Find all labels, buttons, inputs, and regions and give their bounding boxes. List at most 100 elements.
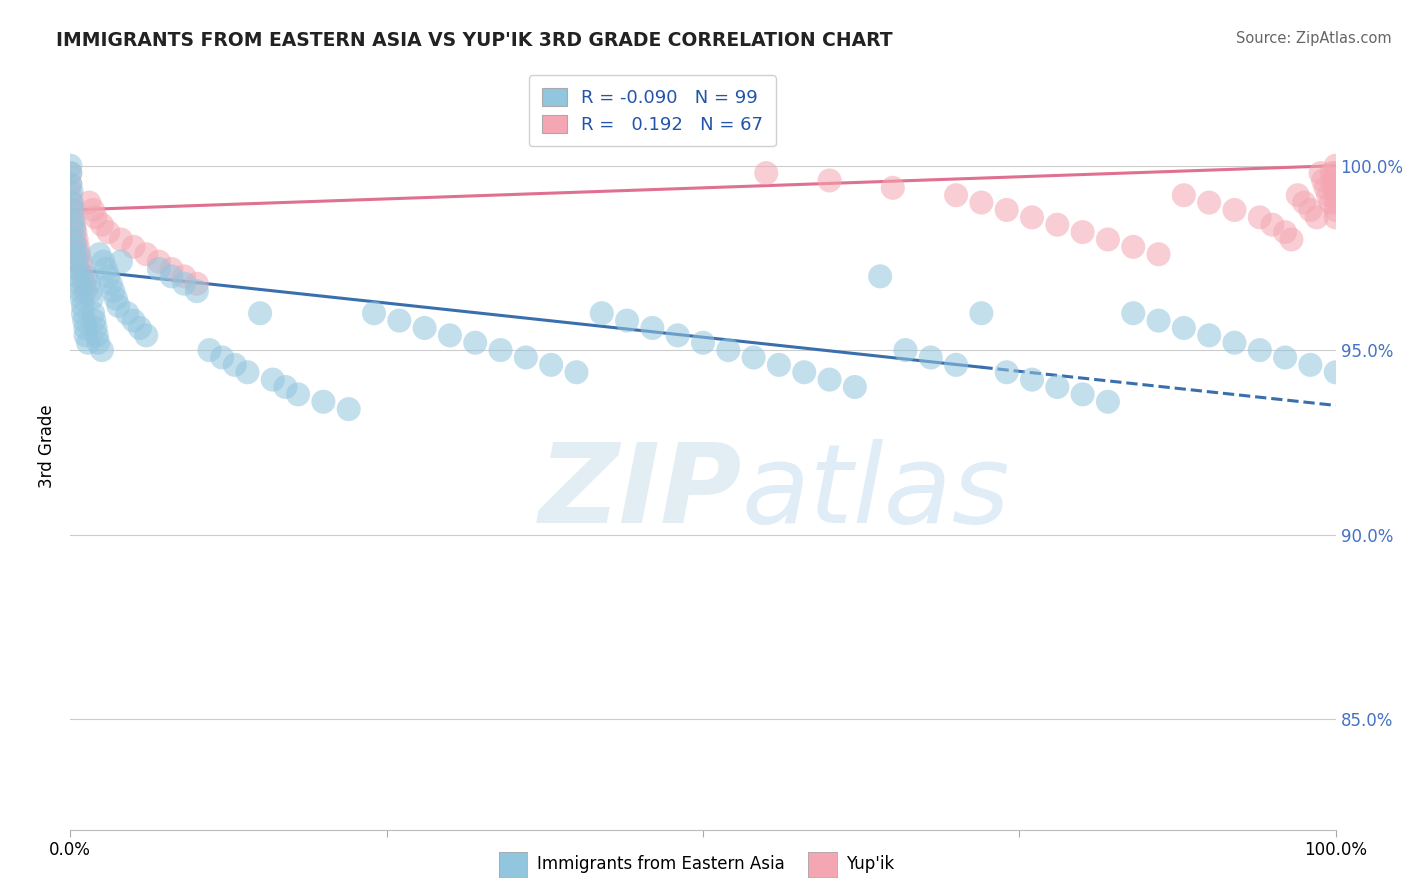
- Point: [869, 269, 891, 284]
- Point: [844, 380, 866, 394]
- Point: [173, 269, 195, 284]
- Point: [186, 284, 208, 298]
- Point: [1198, 328, 1220, 343]
- Point: [75, 328, 97, 343]
- Point: [1312, 173, 1334, 187]
- Point: [66, 269, 89, 284]
- Point: [66, 262, 89, 277]
- Point: [1046, 380, 1069, 394]
- Point: [211, 351, 233, 365]
- Point: [65, 254, 87, 268]
- Point: [1173, 321, 1195, 335]
- Point: [1309, 166, 1331, 180]
- Point: [894, 343, 917, 358]
- Point: [793, 365, 815, 379]
- Point: [94, 262, 117, 277]
- Point: [1324, 173, 1347, 187]
- Point: [249, 306, 271, 320]
- Point: [1046, 218, 1069, 232]
- Point: [72, 299, 94, 313]
- Point: [1173, 188, 1195, 202]
- Point: [63, 221, 86, 235]
- Point: [717, 343, 740, 358]
- Point: [1274, 351, 1296, 365]
- Point: [90, 218, 114, 232]
- Point: [80, 292, 103, 306]
- Point: [1286, 188, 1309, 202]
- Point: [1122, 240, 1144, 254]
- Point: [82, 202, 104, 217]
- Point: [1281, 232, 1303, 246]
- Point: [76, 269, 98, 284]
- Point: [565, 365, 588, 379]
- Text: ZIP: ZIP: [538, 439, 742, 546]
- Point: [1319, 195, 1341, 210]
- Point: [83, 313, 105, 327]
- Point: [692, 335, 714, 350]
- Point: [107, 299, 129, 313]
- Point: [1320, 166, 1343, 180]
- Point: [63, 232, 86, 246]
- Point: [82, 306, 104, 320]
- Point: [77, 335, 100, 350]
- Point: [115, 306, 138, 320]
- Point: [65, 240, 87, 254]
- Point: [66, 240, 89, 254]
- Point: [72, 306, 94, 320]
- Point: [413, 321, 436, 335]
- Point: [59, 166, 82, 180]
- Point: [1198, 195, 1220, 210]
- Point: [1324, 188, 1347, 202]
- Point: [62, 211, 84, 225]
- Point: [75, 284, 97, 298]
- Point: [104, 292, 127, 306]
- Point: [970, 195, 993, 210]
- Point: [818, 173, 841, 187]
- Point: [72, 269, 94, 284]
- Point: [1324, 202, 1347, 217]
- Point: [59, 166, 82, 180]
- Point: [70, 292, 93, 306]
- Point: [1147, 313, 1170, 327]
- Point: [86, 328, 108, 343]
- Point: [87, 335, 110, 350]
- Point: [1021, 211, 1043, 225]
- Point: [62, 214, 84, 228]
- Point: [89, 247, 111, 261]
- Point: [262, 373, 284, 387]
- Point: [1324, 211, 1347, 225]
- Point: [1223, 202, 1246, 217]
- Point: [79, 284, 101, 298]
- Point: [540, 358, 562, 372]
- Point: [1274, 225, 1296, 239]
- Point: [768, 358, 790, 372]
- Point: [198, 343, 221, 358]
- Point: [59, 177, 82, 191]
- Point: [224, 358, 246, 372]
- Point: [236, 365, 259, 379]
- Point: [135, 328, 157, 343]
- Point: [63, 218, 86, 232]
- Point: [84, 211, 107, 225]
- Point: [1249, 211, 1271, 225]
- Point: [995, 202, 1018, 217]
- Point: [75, 321, 97, 335]
- Point: [59, 177, 82, 191]
- Point: [641, 321, 664, 335]
- Point: [148, 254, 170, 268]
- Text: Source: ZipAtlas.com: Source: ZipAtlas.com: [1236, 31, 1392, 46]
- Point: [65, 225, 87, 239]
- Point: [59, 159, 82, 173]
- Point: [464, 335, 486, 350]
- Point: [274, 380, 297, 394]
- Point: [100, 277, 122, 291]
- Point: [1249, 343, 1271, 358]
- Point: [515, 351, 537, 365]
- Point: [73, 277, 96, 291]
- Point: [388, 313, 411, 327]
- Point: [90, 343, 114, 358]
- Point: [970, 306, 993, 320]
- Point: [882, 181, 904, 195]
- Point: [1097, 232, 1119, 246]
- Point: [65, 232, 87, 246]
